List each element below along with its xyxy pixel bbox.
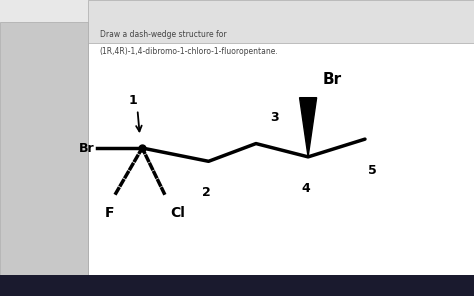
Bar	[88, 0, 474, 43]
Bar	[0, 22, 88, 275]
Text: 1: 1	[128, 94, 137, 107]
Bar	[88, 22, 474, 275]
Text: 4: 4	[301, 182, 310, 195]
Text: (1R,4R)-1,4-dibromo-1-chloro-1-fluoropentane.: (1R,4R)-1,4-dibromo-1-chloro-1-fluoropen…	[100, 47, 278, 56]
Text: Draw a dash-wedge structure for: Draw a dash-wedge structure for	[100, 30, 226, 38]
Text: 2: 2	[202, 186, 210, 200]
Text: 3: 3	[271, 111, 279, 124]
Text: Br: Br	[322, 72, 341, 87]
Text: Br: Br	[79, 141, 95, 155]
Text: 5: 5	[368, 164, 376, 177]
Text: F: F	[104, 206, 114, 220]
Text: Cl: Cl	[171, 206, 185, 220]
Polygon shape	[300, 98, 317, 157]
Bar	[0, 275, 474, 296]
